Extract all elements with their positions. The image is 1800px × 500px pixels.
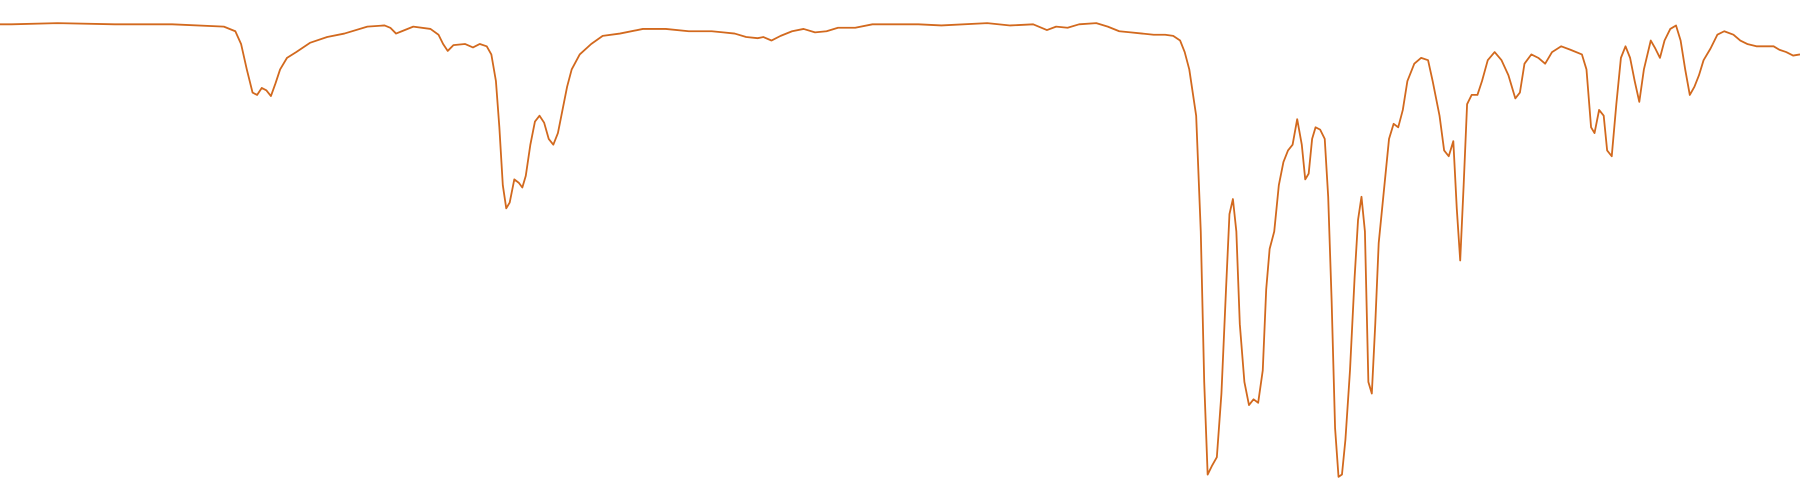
spectrum-line <box>0 22 1800 478</box>
